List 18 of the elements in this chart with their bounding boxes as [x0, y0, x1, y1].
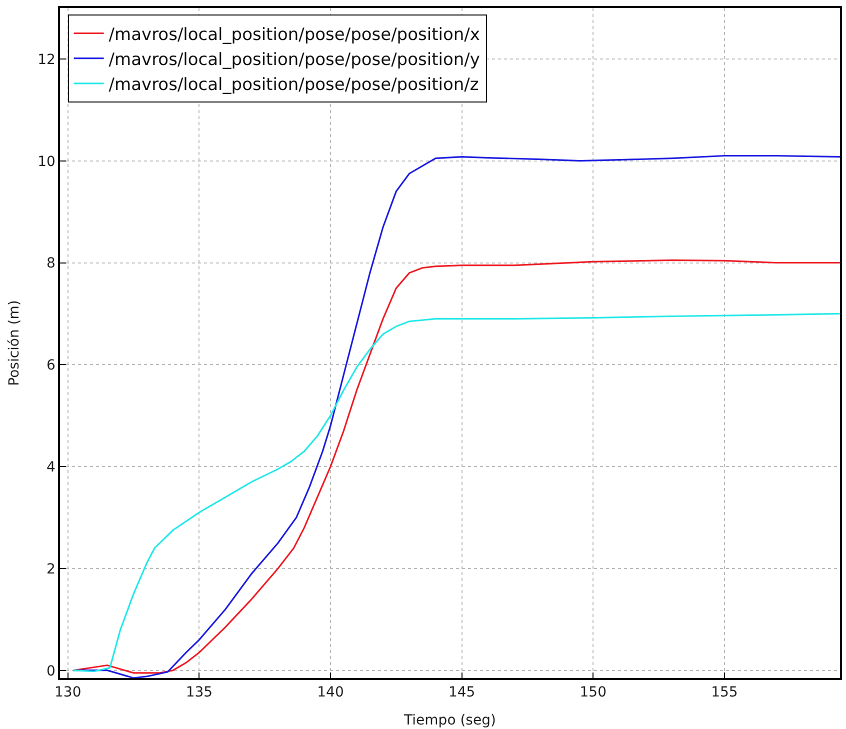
- y-tick-label: 0: [46, 663, 56, 680]
- legend-label: /mavros/local_position/pose/pose/position/z: [108, 75, 479, 96]
- y-tick-label: 2: [46, 561, 56, 578]
- x-tick-label: 135: [186, 684, 213, 701]
- x-tick-label: 140: [317, 684, 344, 701]
- legend-label: /mavros/local_position/pose/pose/position/x: [108, 24, 480, 45]
- x-tick-label: 145: [448, 684, 476, 701]
- y-tick-label: 4: [46, 459, 56, 476]
- y-tick-label: 10: [38, 154, 56, 170]
- x-tick-label: 155: [711, 684, 738, 701]
- y-axis-title: Posición (m): [6, 300, 23, 386]
- x-tick-label: 130: [54, 684, 82, 701]
- x-tick-label: 150: [580, 684, 606, 701]
- y-tick-label: 8: [46, 256, 56, 272]
- x-axis-title: Tiempo (seg): [403, 712, 496, 728]
- legend-label: /mavros/local_position/pose/pose/position/y: [108, 50, 480, 70]
- y-tick-label: 6: [46, 358, 56, 374]
- y-tick-label: 12: [38, 52, 56, 68]
